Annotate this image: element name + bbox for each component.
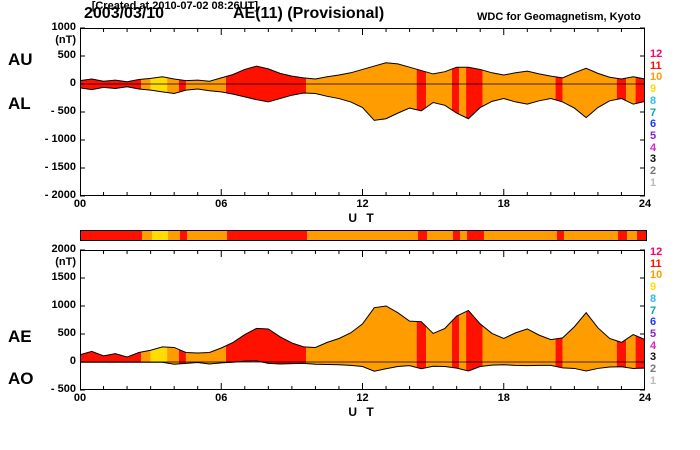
x-tick-label: 18 [497, 198, 510, 210]
panel-plot-svg [79, 249, 646, 391]
activity-level-1: 1 [650, 176, 657, 189]
activity-level-11: 11 [650, 59, 662, 72]
activity-level-7: 7 [650, 106, 657, 119]
activity-bar-segment [556, 231, 564, 240]
x-tick-label: 12 [356, 198, 369, 210]
panel-plot-svg [79, 27, 646, 197]
observatory-credit-label: WDC for Geomagnetism, Kyoto [477, 11, 641, 23]
y-tick-label: 0 [69, 355, 76, 367]
activity-bar-segment [142, 231, 152, 240]
activity-scale-bottom: 12 11 10 9 8 7 6 5 4 3 2 1 [650, 246, 670, 387]
x-tick-label: 06 [215, 198, 228, 210]
al-axis-label: AL [8, 94, 31, 113]
y-tick-label: - 500 [50, 383, 76, 395]
activity-bar-segment [427, 231, 453, 240]
activity-level-12: 12 [650, 246, 663, 258]
activity-bar-segment [168, 231, 180, 240]
x-tick-label: 00 [73, 392, 87, 404]
y-tick-label: 500 [57, 49, 76, 61]
created-at-label: [Created at 2010-07-02 08:26UT] [91, 0, 258, 12]
activity-bar-segment [627, 231, 637, 240]
activity-level-3: 3 [650, 153, 657, 166]
activity-bar-segment [186, 231, 227, 240]
y-tick-label: 1000 [51, 21, 76, 33]
series-outline [79, 62, 646, 121]
activity-level-4: 4 [650, 141, 657, 154]
activity-bar-segment [226, 231, 307, 240]
activity-level-1: 1 [650, 374, 657, 387]
activity-bar-segment [452, 231, 461, 240]
unit-nt-label: (nT) [55, 256, 76, 268]
y-tick-label: - 1000 [44, 133, 76, 145]
activity-level-2: 2 [650, 165, 657, 178]
unit-nt-label: (nT) [55, 34, 76, 46]
y-tick-label: - 2000 [44, 189, 76, 201]
activity-level-4: 4 [650, 339, 657, 352]
au-al-panel: 1000 (nT) 500 0 - 500 - 1000 - 1500 - 2000 00 06 1… [45, 21, 651, 225]
activity-level-10: 10 [650, 71, 663, 84]
x-tick-label: 18 [497, 392, 510, 404]
y-tick-label: - 500 [50, 105, 76, 117]
x-axis-title: U T [348, 405, 377, 419]
activity-bar-segment [179, 231, 187, 240]
activity-level-5: 5 [650, 129, 657, 142]
y-tick-label: 1000 [51, 299, 76, 311]
activity-bar-segment [617, 231, 628, 240]
x-tick-label: 00 [73, 198, 87, 210]
activity-level-5: 5 [650, 327, 657, 340]
activity-bar-segment [307, 231, 418, 240]
activity-bar-segment [81, 231, 143, 240]
y-tick-label: 1500 [51, 271, 76, 283]
y-tick-label: - 1500 [44, 161, 76, 173]
page-title: AE(11) (Provisional) [233, 5, 385, 22]
y-tick-label: 2000 [51, 243, 76, 255]
x-axis-title: U T [348, 211, 377, 225]
activity-level-8: 8 [650, 292, 657, 305]
activity-level-9: 9 [650, 83, 657, 96]
activity-level-2: 2 [650, 363, 657, 376]
x-tick-label: 24 [638, 392, 652, 404]
activity-level-11: 11 [650, 257, 662, 270]
activity-scale-top: 12 11 10 9 8 7 6 5 4 3 2 1 [650, 48, 670, 189]
activity-bar-segment [563, 231, 618, 240]
au-axis-label: AU [8, 50, 33, 69]
activity-bar-segment [636, 231, 646, 240]
ae-axis-label: AE [8, 327, 32, 346]
activity-colored-area [80, 62, 645, 121]
y-tick-label: 500 [57, 327, 76, 339]
activity-level-6: 6 [650, 118, 657, 131]
activity-colored-area [80, 306, 645, 372]
activity-bar-segment [483, 231, 557, 240]
activity-level-12: 12 [650, 48, 663, 60]
y-tick-label: 0 [69, 77, 76, 89]
ao-axis-label: AO [8, 369, 34, 388]
activity-bar-segment [417, 231, 428, 240]
activity-bar-segment [460, 231, 468, 240]
ae-ao-panel: 2000 (nT) 1500 1000 500 0 - 500 00 06 12 18 24 U T [51, 243, 651, 419]
date-label: 2003/03/10 [84, 5, 165, 22]
activity-level-color-bar [80, 230, 647, 241]
activity-level-3: 3 [650, 351, 657, 364]
series-outline [79, 305, 646, 372]
activity-level-8: 8 [650, 94, 657, 107]
activity-bar-segment [151, 231, 169, 240]
activity-level-10: 10 [650, 269, 663, 282]
activity-level-9: 9 [650, 281, 657, 294]
activity-bar-segment [467, 231, 484, 240]
x-tick-label: 06 [215, 392, 228, 404]
activity-level-6: 6 [650, 316, 657, 329]
x-tick-label: 24 [638, 198, 652, 210]
x-tick-label: 12 [356, 392, 369, 404]
activity-level-7: 7 [650, 304, 657, 317]
